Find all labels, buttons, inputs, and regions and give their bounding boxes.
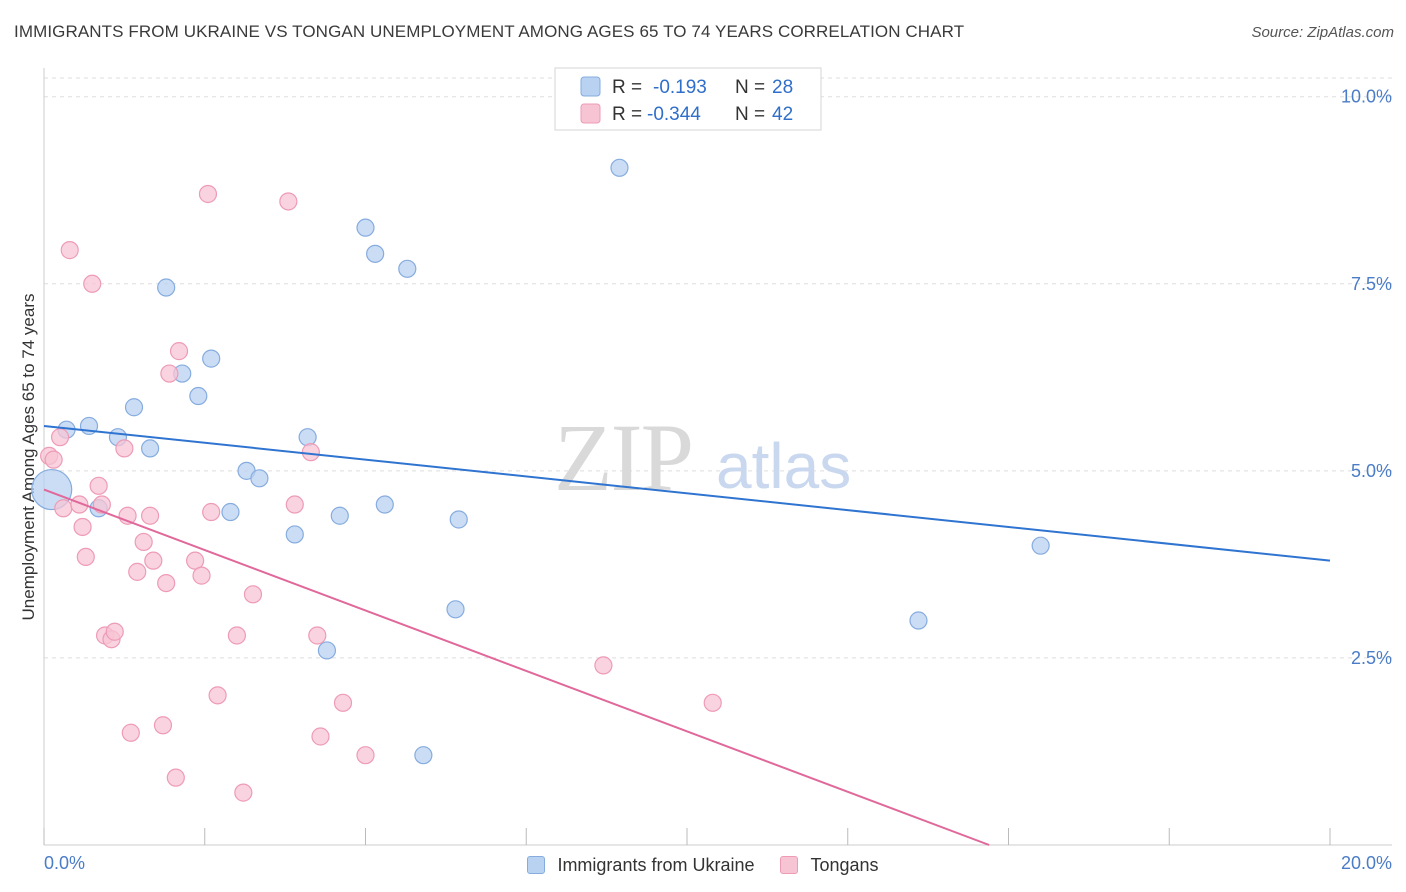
- data-point-tongans: [134, 532, 153, 552]
- stats-swatch-tongans: [580, 103, 601, 124]
- data-point-ukraine: [449, 510, 468, 529]
- data-point-ukraine: [285, 525, 304, 544]
- legend-swatch-ukraine: [527, 856, 546, 874]
- data-point-ukraine: [909, 611, 928, 630]
- data-point-tongans: [202, 502, 221, 522]
- data-point-tongans: [157, 573, 176, 593]
- x-tick-label: 20.0%: [1341, 853, 1392, 873]
- data-point-ukraine: [366, 244, 385, 263]
- data-point-tongans: [73, 517, 92, 537]
- data-point-tongans: [121, 723, 140, 742]
- data-point-tongans: [243, 585, 263, 604]
- data-point-ukraine: [189, 386, 208, 406]
- data-point-tongans: [311, 727, 330, 746]
- watermark-atlas: atlas: [716, 430, 851, 502]
- data-point-tongans: [198, 184, 218, 204]
- data-point-tongans: [308, 626, 327, 645]
- data-point-ukraine: [250, 469, 269, 488]
- data-point-ukraine: [317, 641, 337, 660]
- y-tick-label: 5.0%: [1351, 461, 1392, 481]
- data-point-tongans: [279, 192, 298, 211]
- data-point-ukraine: [298, 428, 317, 447]
- data-point-tongans: [166, 768, 185, 787]
- data-point-tongans: [89, 476, 108, 495]
- data-point-tongans: [153, 716, 173, 735]
- data-point-tongans: [301, 443, 320, 462]
- legend-item-ukraine[interactable]: Immigrants from Ukraine: [527, 855, 754, 876]
- data-point-tongans: [44, 450, 63, 469]
- data-point-ukraine: [375, 495, 394, 514]
- stats-n-label: N =: [735, 104, 765, 125]
- x-tick-label: 0.0%: [44, 853, 85, 873]
- stats-r-value: -0.193: [653, 77, 707, 98]
- legend-label-ukraine: Immigrants from Ukraine: [557, 854, 755, 875]
- y-tick-label: 2.5%: [1351, 648, 1392, 668]
- data-point-tongans: [60, 241, 79, 260]
- data-point-tongans: [356, 746, 375, 765]
- data-point-tongans: [594, 656, 613, 675]
- data-point-ukraine: [356, 218, 375, 237]
- legend: Immigrants from Ukraine Tongans: [0, 852, 1406, 878]
- data-point-tongans: [192, 566, 211, 585]
- stats-n-value: 42: [772, 104, 793, 125]
- legend-item-tongans[interactable]: Tongans: [780, 854, 879, 876]
- data-point-tongans: [115, 439, 134, 458]
- y-tick-label: 7.5%: [1351, 274, 1392, 294]
- data-point-ukraine: [610, 158, 629, 177]
- stats-r-label: R =: [612, 77, 642, 98]
- data-points: [31, 158, 1050, 802]
- trend-line-ukraine: [43, 424, 1331, 562]
- data-point-tongans: [160, 364, 179, 383]
- data-point-ukraine: [398, 259, 417, 278]
- data-point-tongans: [140, 506, 160, 525]
- stats-legend: R = -0.193 N = 28 R = -0.344 N = 42: [554, 67, 822, 131]
- data-point-ukraine: [446, 600, 465, 619]
- trend-lines: [43, 424, 1331, 846]
- data-point-tongans: [128, 562, 147, 581]
- tick-labels: 2.5% 5.0% 7.5% 10.0% 0.0% 20.0%: [44, 87, 1392, 873]
- data-point-ukraine: [330, 506, 349, 525]
- data-point-tongans: [54, 499, 73, 518]
- stats-r-label: R =: [612, 104, 642, 125]
- watermark-zip: ZIP: [554, 404, 692, 511]
- y-tick-label: 10.0%: [1341, 87, 1392, 107]
- data-point-tongans: [703, 693, 722, 712]
- stats-n-label: N =: [735, 77, 765, 98]
- data-point-tongans: [285, 495, 304, 514]
- stats-n-value: 28: [772, 77, 793, 98]
- data-point-tongans: [234, 783, 253, 802]
- data-point-tongans: [144, 551, 163, 570]
- data-point-ukraine: [1031, 536, 1050, 555]
- data-point-tongans: [333, 693, 353, 712]
- chart-source: Source: ZipAtlas.com: [1251, 24, 1394, 41]
- watermark: ZIP atlas: [554, 404, 851, 511]
- data-point-ukraine: [124, 398, 144, 417]
- legend-swatch-tongans: [780, 856, 799, 874]
- stats-r-value: -0.344: [647, 104, 701, 125]
- legend-label-tongans: Tongans: [810, 854, 879, 875]
- data-point-tongans: [169, 342, 189, 361]
- trend-line-tongans: [43, 488, 990, 846]
- data-point-tongans: [186, 551, 205, 570]
- data-point-tongans: [105, 622, 124, 641]
- gridlines: [44, 77, 1392, 659]
- data-point-ukraine: [157, 278, 176, 297]
- stats-swatch-ukraine: [580, 76, 601, 97]
- data-point-ukraine: [414, 746, 433, 765]
- data-point-ukraine: [140, 439, 160, 458]
- data-point-tongans: [83, 274, 102, 293]
- data-point-tongans: [76, 547, 95, 567]
- data-point-ukraine: [202, 349, 221, 368]
- data-point-ukraine: [221, 502, 240, 522]
- data-point-tongans: [227, 626, 246, 645]
- chart-title: IMMIGRANTS FROM UKRAINE VS TONGAN UNEMPL…: [14, 22, 965, 41]
- data-point-tongans: [208, 686, 227, 705]
- data-point-tongans: [50, 428, 70, 447]
